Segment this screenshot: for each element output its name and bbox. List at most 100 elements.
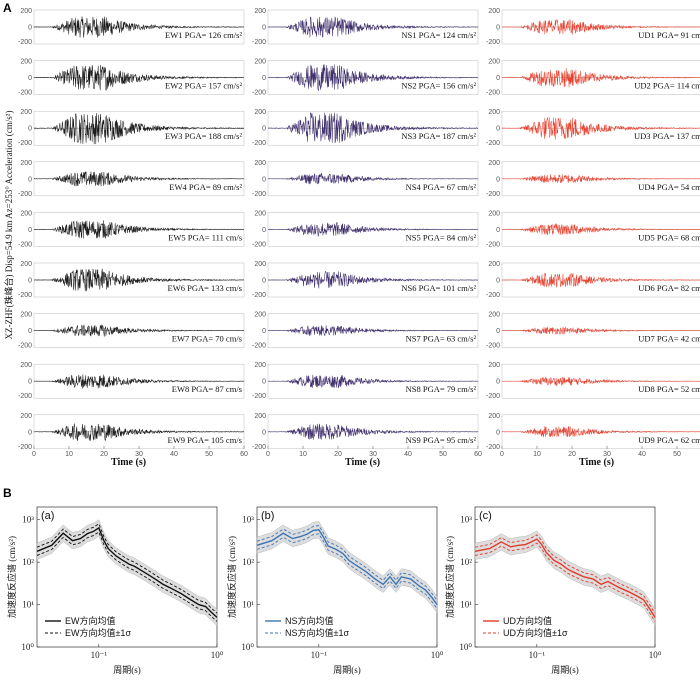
y-tick-label: 200 — [488, 362, 500, 369]
x-tick-label: 10⁰ — [211, 650, 224, 660]
trace-row: 200 0 -200 NS8 PGA= 79 cm/s² — [252, 362, 479, 400]
trace-row: 200 0 -200 EW6 PGA= 133 cm/s — [18, 261, 245, 299]
y-tick-label: 10¹ — [242, 600, 254, 610]
trace-row: 200 0 -200 UD6 PGA= 82 cm/s² — [486, 261, 700, 299]
trace-row: 200 0 -200 EW7 PGA= 70 cm/s — [18, 312, 245, 350]
waveform-trace — [267, 16, 479, 38]
y-tick-label: -200 — [252, 39, 266, 46]
x-axis-title: Time (s) — [111, 457, 146, 468]
y-tick-label: 0 — [28, 227, 32, 234]
y-tick-label: 0 — [496, 328, 500, 335]
trace-row: 200 0 -200 EW9 PGA= 105 cm/s — [18, 413, 245, 451]
y-tick-label: 0 — [28, 278, 32, 285]
y-tick-label: 10¹ — [460, 600, 472, 610]
y-tick-label: 200 — [488, 312, 500, 319]
legend-mean-label: EW方向均值 — [65, 615, 116, 626]
trace-pga-label: NS1 PGA= 124 cm/s² — [401, 30, 476, 40]
x-tick-label: 60 — [240, 451, 248, 458]
y-tick-label: -200 — [252, 444, 266, 451]
trace-row: 200 0 -200 EW1 PGA= 126 cm/s² — [18, 8, 245, 46]
trace-pga-label: NS8 PGA= 79 cm/s² — [406, 384, 477, 394]
spectrum-panel: (c) 10⁰ 10¹ 10² 10³ 10⁻¹ 10⁰ 周期(s) 加速度反应谱 (cm/s²… — [444, 506, 662, 675]
trace-pga-label: NS2 PGA= 156 cm/s² — [401, 81, 476, 91]
mean-line — [474, 538, 656, 618]
trace-pga-label: NS4 PGA= 67 cm/s² — [406, 182, 477, 192]
y-tick-label: 200 — [20, 312, 32, 319]
trace-row: 200 0 -200 NS4 PGA= 67 cm/s² — [252, 160, 479, 198]
waveform-trace — [501, 68, 700, 88]
y-tick-label: 0 — [262, 278, 266, 285]
y-tick-label: 200 — [254, 8, 266, 15]
trace-pga-label: UD2 PGA= 114 cm/s² — [634, 81, 700, 91]
trace-pga-label: EW8 PGA= 87 cm/s — [172, 384, 242, 394]
y-tick-label: 0 — [262, 126, 266, 133]
trace-pga-label: EW4 PGA= 89 cm/s² — [169, 182, 242, 192]
waveform-trace — [501, 425, 700, 438]
x-tick-label: 30 — [135, 451, 143, 458]
y-tick-label: 200 — [488, 8, 500, 15]
x-tick-label: 10 — [533, 451, 541, 458]
y-tick-label: 200 — [254, 210, 266, 217]
y-tick-label: 0 — [28, 75, 32, 82]
y-tick-label: 0 — [262, 379, 266, 386]
section-a-ylabel: XZ-ZHF(珠峰台) Disp=54.9 km Az=253° Acceler… — [3, 111, 14, 340]
x-tick-label: 0 — [266, 451, 270, 458]
trace-row: 200 0 -200 UD7 PGA= 42 cm/s² — [486, 312, 700, 350]
waveform-trace — [33, 171, 245, 187]
y-tick-label: -200 — [252, 90, 266, 97]
y-tick-label: 10¹ — [22, 600, 34, 610]
trace-row: 200 0 -200 UD9 PGA= 62 cm/s² — [486, 413, 700, 451]
waveform-trace — [33, 113, 245, 145]
minus-sigma-line — [474, 542, 656, 622]
y-tick-label: -200 — [486, 393, 500, 400]
y-tick-label: 0 — [262, 25, 266, 32]
y-tick-label: 200 — [20, 8, 32, 15]
trace-row: 200 0 -200 UD3 PGA= 137 cm/s² — [486, 109, 700, 147]
x-tick-label: 20 — [568, 451, 576, 458]
panel-letter: (b) — [261, 510, 274, 522]
plus-sigma-line — [36, 523, 218, 614]
y-tick-label: 10² — [460, 557, 472, 567]
y-tick-label: -200 — [18, 393, 32, 400]
trace-pga-label: UD7 PGA= 42 cm/s² — [638, 334, 700, 344]
trace-row: 200 0 -200 EW8 PGA= 87 cm/s — [18, 362, 245, 400]
trace-row: 200 0 -200 NS7 PGA= 63 cm/s² — [252, 312, 479, 350]
y-tick-label: 0 — [28, 25, 32, 32]
trace-pga-label: EW9 PGA= 105 cm/s — [168, 435, 242, 445]
trace-pga-label: UD3 PGA= 137 cm/s² — [634, 131, 700, 141]
x-tick-label: 50 — [673, 451, 681, 458]
trace-pga-label: EW1 PGA= 126 cm/s² — [165, 30, 242, 40]
y-tick-label: -200 — [18, 39, 32, 46]
x-tick-label: 10⁰ — [431, 650, 444, 660]
trace-row: 200 0 -200 NS3 PGA= 187 cm/s² — [252, 109, 479, 147]
y-tick-label: -200 — [18, 292, 32, 299]
waveform-trace — [33, 324, 245, 337]
spectrum-panel: (a) 10⁰ 10¹ 10² 10³ 10⁻¹ 10⁰ 周期(s) 加速度反应谱 (cm/s²… — [6, 506, 224, 675]
y-tick-label: 200 — [20, 362, 32, 369]
panel-label-A: A — [3, 1, 12, 15]
y-tick-label: 200 — [254, 160, 266, 167]
y-tick-label: 0 — [262, 176, 266, 183]
y-tick-label: 0 — [496, 429, 500, 436]
trace-row: 200 0 -200 NS6 PGA= 101 cm/s² — [252, 261, 479, 299]
trace-pga-label: EW6 PGA= 133 cm/s — [168, 283, 242, 293]
waveform-trace — [33, 16, 245, 38]
trace-row: 200 0 -200 EW5 PGA= 111 cm/s — [18, 210, 245, 248]
y-tick-label: 10² — [242, 557, 254, 567]
y-tick-label: -200 — [18, 90, 32, 97]
x-tick-label: 40 — [170, 451, 178, 458]
trace-row: 200 0 -200 EW4 PGA= 89 cm/s² — [18, 160, 245, 198]
minus-sigma-line — [36, 531, 218, 622]
x-tick-label: 60 — [474, 451, 482, 458]
y-tick-label: -200 — [486, 241, 500, 248]
panel-letter: (c) — [479, 510, 492, 522]
waveform-trace — [33, 268, 245, 292]
trace-pga-label: EW5 PGA= 111 cm/s — [168, 232, 242, 242]
y-tick-label: 0 — [262, 429, 266, 436]
y-tick-label: -200 — [18, 191, 32, 198]
trace-pga-label: EW2 PGA= 157 cm/s² — [165, 81, 242, 91]
x-tick-label: 10 — [299, 451, 307, 458]
waveform-trace — [267, 112, 479, 144]
waveform-trace — [501, 273, 700, 288]
y-tick-label: 0 — [496, 278, 500, 285]
